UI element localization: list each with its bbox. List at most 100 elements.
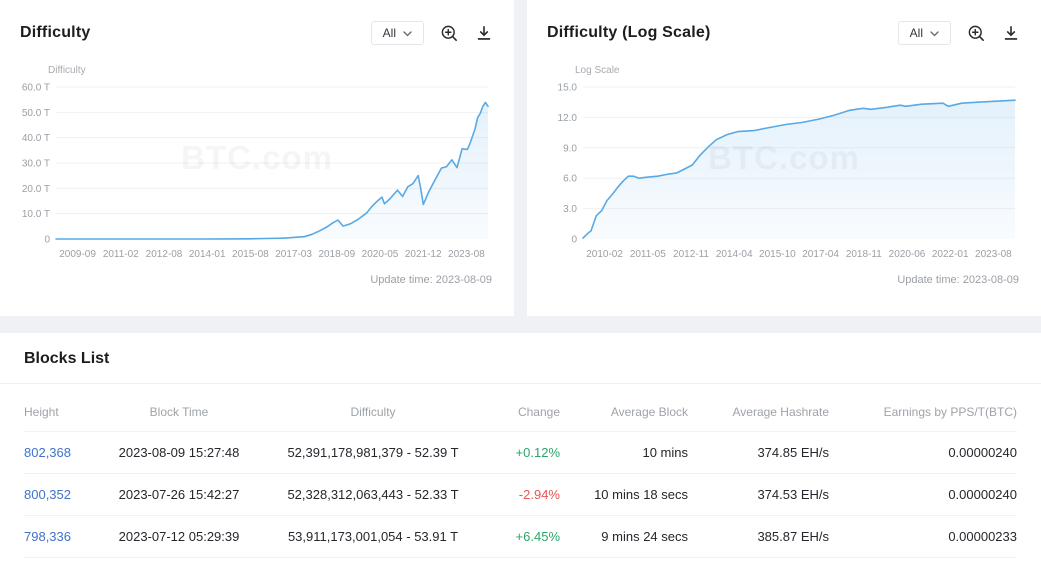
log-difficulty-chart[interactable]: 15.0 12.0 9.0 6.0 3.0 0 2010-02 2011-05 2012-11 2… [547, 79, 1021, 267]
block-height-link[interactable]: 802,368 [24, 445, 71, 460]
x-tick-label: 2015-08 [232, 249, 269, 260]
y-axis-title: Log Scale [575, 65, 620, 76]
column-header-difficulty: Difficulty [350, 405, 396, 419]
cell-average_block: 9 mins 24 secs [601, 529, 688, 544]
column-header-earnings: Earnings by PPS/T(BTC) [883, 405, 1017, 419]
y-tick-label: 3.0 [563, 204, 577, 215]
update-time-label: Update time: 2023-08-09 [370, 274, 492, 286]
difficulty-chart-title: Difficulty [20, 24, 91, 41]
difficulty-chart-controls: All [370, 21, 494, 45]
x-tick-label: 2020-06 [889, 249, 926, 260]
divider [0, 383, 1041, 384]
x-tick-label: 2017-04 [802, 249, 839, 260]
y-tick-label: 0 [44, 235, 50, 246]
difficulty-chart-card: Difficulty All Difficulty [0, 0, 514, 316]
x-tick-label: 2018-09 [318, 249, 355, 260]
x-tick-label: 2020-05 [362, 249, 399, 260]
y-axis-title: Difficulty [48, 65, 86, 76]
chevron-down-icon [403, 26, 412, 40]
x-tick-label: 2021-12 [405, 249, 442, 260]
x-tick-label: 2012-08 [146, 249, 183, 260]
blocks-table: Height Block Time Difficulty Change Average … [0, 384, 1041, 558]
charts-row: Difficulty All Difficulty [0, 0, 1041, 316]
download-icon[interactable] [474, 23, 494, 43]
range-selector-dropdown[interactable]: All [370, 21, 424, 45]
cell-average_block: 10 mins [642, 445, 688, 460]
y-tick-label: 9.0 [563, 143, 577, 154]
x-tick-label: 2011-02 [103, 249, 139, 260]
log-chart-title: Difficulty (Log Scale) [547, 24, 711, 41]
y-tick-label: 40.0 T [22, 133, 50, 144]
blocks-table-header: Height Block Time Difficulty Change Average … [24, 384, 1017, 432]
cell-earnings: 0.00000240 [948, 487, 1017, 502]
cell-block_time: 2023-07-26 15:42:27 [118, 487, 240, 502]
log-chart-area: 15.0 12.0 9.0 6.0 3.0 0 2010-02 2011-05 2012-11 2… [547, 79, 1021, 267]
log-difficulty-chart-card: Difficulty (Log Scale) All Log Scale [527, 0, 1041, 316]
table-row: 800,352 2023-07-26 15:42:27 52,328,312,063… [24, 474, 1017, 516]
difficulty-card-header: Difficulty All [20, 18, 494, 48]
difficulty-line [55, 101, 489, 240]
log-card-header: Difficulty (Log Scale) All [547, 18, 1021, 48]
cell-change: -2.94% [518, 487, 560, 502]
cell-average_hashrate: 374.85 EH/s [757, 445, 829, 460]
x-tick-label: 2015-10 [759, 249, 796, 260]
range-selector-value: All [382, 26, 396, 40]
y-tick-label: 60.0 T [22, 83, 50, 94]
column-header-change: Change [517, 405, 560, 419]
x-tick-label: 2011-05 [630, 249, 666, 260]
cell-block_time: 2023-08-09 15:27:48 [118, 445, 240, 460]
cell-average_hashrate: 385.87 EH/s [757, 529, 829, 544]
cell-earnings: 0.00000233 [948, 529, 1017, 544]
y-tick-label: 50.0 T [22, 108, 50, 119]
cell-average_block: 10 mins 18 secs [594, 487, 688, 502]
download-icon[interactable] [1001, 23, 1021, 43]
column-header-average_block: Average Block [610, 405, 688, 419]
blocks-table-body: 802,368 2023-08-09 15:27:48 52,391,178,981… [24, 432, 1017, 558]
table-row: 798,336 2023-07-12 05:29:39 53,911,173,001… [24, 516, 1017, 558]
zoom-in-icon[interactable] [439, 23, 459, 43]
x-tick-label: 2012-11 [673, 249, 709, 260]
y-tick-label: 15.0 [558, 83, 578, 94]
block-height-link[interactable]: 798,336 [24, 529, 71, 544]
range-selector-dropdown[interactable]: All [897, 21, 951, 45]
cell-height: 800,352 [24, 474, 114, 515]
zoom-in-icon[interactable] [966, 23, 986, 43]
column-header-block_time: Block Time [149, 405, 209, 419]
log-chart-controls: All [897, 21, 1021, 45]
x-tick-label: 2018-11 [846, 249, 882, 260]
area-fill [583, 100, 1015, 239]
cell-height: 802,368 [24, 432, 114, 473]
blocks-list-card: Blocks List Height Block Time Difficulty Ch… [0, 333, 1041, 563]
y-tick-label: 0 [571, 235, 577, 246]
difficulty-chart[interactable]: 60.0 T 50.0 T 40.0 T 30.0 T 20.0 T 10.0 T 0 200… [20, 79, 494, 267]
x-tick-label: 2009-09 [59, 249, 96, 260]
table-row: 802,368 2023-08-09 15:27:48 52,391,178,981… [24, 432, 1017, 474]
x-tick-label: 2014-04 [716, 249, 753, 260]
cell-block_time: 2023-07-12 05:29:39 [118, 529, 240, 544]
x-tick-label: 2023-08 [448, 249, 485, 260]
difficulty-line [582, 99, 1016, 239]
x-tick-label: 2010-02 [586, 249, 623, 260]
cell-difficulty: 52,391,178,981,379 - 52.39 T [287, 445, 459, 460]
x-tick-label: 2017-03 [275, 249, 312, 260]
column-header-average_hashrate: Average Hashrate [732, 405, 829, 419]
y-tick-label: 10.0 T [22, 209, 50, 220]
y-tick-label: 30.0 T [22, 159, 50, 170]
cell-change: +6.45% [515, 529, 560, 544]
x-tick-label: 2023-08 [975, 249, 1012, 260]
cell-difficulty: 53,911,173,001,054 - 53.91 T [287, 529, 459, 544]
update-time-label: Update time: 2023-08-09 [897, 274, 1019, 286]
cell-difficulty: 52,328,312,063,443 - 52.33 T [287, 487, 459, 502]
cell-earnings: 0.00000240 [948, 445, 1017, 460]
y-tick-label: 12.0 [558, 113, 578, 124]
column-header-height: Height [24, 405, 59, 419]
y-tick-label: 20.0 T [22, 184, 50, 195]
block-height-link[interactable]: 800,352 [24, 487, 71, 502]
area-fill [56, 102, 488, 240]
cell-change: +0.12% [515, 445, 560, 460]
range-selector-value: All [909, 26, 923, 40]
chevron-down-icon [930, 26, 939, 40]
cell-average_hashrate: 374.53 EH/s [757, 487, 829, 502]
difficulty-chart-area: 60.0 T 50.0 T 40.0 T 30.0 T 20.0 T 10.0 T 0 200… [20, 79, 494, 267]
blocks-list-title: Blocks List [24, 350, 110, 367]
